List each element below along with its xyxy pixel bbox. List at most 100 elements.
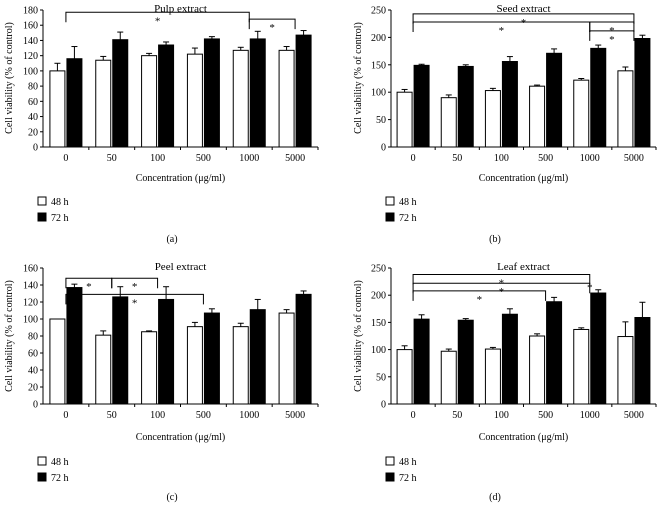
bar-48h xyxy=(440,350,457,405)
bar-48h xyxy=(573,79,590,148)
x-tick-label: 50 xyxy=(452,410,462,421)
legend-swatch-72h xyxy=(37,212,47,222)
bracket-line xyxy=(412,274,591,285)
bar-72h xyxy=(413,64,430,148)
x-tick-label: 100 xyxy=(150,410,165,421)
y-tick-label: 200 xyxy=(371,33,386,44)
bar-72h xyxy=(590,47,607,148)
legend-label: 72 h xyxy=(51,473,69,484)
legend-swatch-48h xyxy=(385,196,395,206)
y-tick-label: 0 xyxy=(381,400,386,411)
x-axis-label: Concentration (μg/ml) xyxy=(479,432,569,443)
bar-48h xyxy=(484,348,501,405)
y-tick-label: 100 xyxy=(371,88,386,99)
significance-marker: * xyxy=(499,25,505,37)
legend-label: 48 h xyxy=(51,457,69,468)
bar-72h xyxy=(295,293,312,405)
bracket-line xyxy=(248,18,296,30)
significance-bracket: * xyxy=(412,290,547,306)
significance-marker: * xyxy=(155,15,161,27)
y-axis-label: Cell viability (% of control) xyxy=(353,22,364,134)
legend-swatch-48h xyxy=(385,456,395,466)
bar-72h xyxy=(546,301,563,405)
legend-swatch-48h xyxy=(37,456,47,466)
x-tick-label: 0 xyxy=(411,410,416,421)
significance-marker: * xyxy=(609,34,615,46)
y-tick-label: 160 xyxy=(23,21,38,32)
x-tick-label: 50 xyxy=(107,410,117,421)
chart-title: Leaf extract xyxy=(497,261,550,273)
bracket-line xyxy=(589,30,635,41)
bar-48h xyxy=(617,70,634,148)
x-tick-label: 1000 xyxy=(239,410,259,421)
y-tick-label: 50 xyxy=(376,372,386,383)
x-tick-label: 5000 xyxy=(624,410,644,421)
y-tick-label: 250 xyxy=(371,264,386,275)
y-tick-label: 80 xyxy=(28,332,38,343)
x-tick-label: 0 xyxy=(63,153,68,164)
bar-48h xyxy=(141,55,158,148)
bar-72h xyxy=(295,34,312,148)
bar-72h xyxy=(158,298,175,405)
bar-48h xyxy=(278,312,295,405)
x-tick-label: 1000 xyxy=(580,410,600,421)
bar-72h xyxy=(501,61,518,148)
y-tick-label: 150 xyxy=(371,318,386,329)
significance-bracket: * xyxy=(589,30,635,46)
x-axis-label: Concentration (μg/ml) xyxy=(136,173,226,184)
bar-72h xyxy=(590,292,607,405)
legend-swatch-72h xyxy=(385,472,395,482)
legend-label: 48 h xyxy=(399,197,417,208)
bar-48h xyxy=(141,331,158,405)
y-tick-label: 250 xyxy=(371,6,386,17)
bracket-line xyxy=(111,277,159,289)
legend-swatch-72h xyxy=(385,212,395,222)
bar-48h xyxy=(232,49,249,148)
bar-48h xyxy=(396,349,413,405)
bar-48h xyxy=(95,334,112,405)
x-tick-label: 500 xyxy=(196,410,211,421)
x-tick-label: 100 xyxy=(494,410,509,421)
legend-label: 72 h xyxy=(399,473,417,484)
y-tick-label: 100 xyxy=(23,315,38,326)
bar-72h xyxy=(634,317,651,405)
y-tick-label: 120 xyxy=(23,51,38,62)
significance-bracket: * xyxy=(65,11,250,27)
significance-bracket: * xyxy=(111,277,159,293)
x-tick-label: 500 xyxy=(538,153,553,164)
y-tick-label: 40 xyxy=(28,366,38,377)
panel-label: (c) xyxy=(166,492,177,503)
bracket-line xyxy=(412,282,591,294)
bar-72h xyxy=(66,287,83,405)
chart-title: Pulp extract xyxy=(154,3,207,15)
y-tick-label: 50 xyxy=(376,115,386,126)
x-tick-label: 50 xyxy=(107,153,117,164)
chart-panel-4: Leaf extract 0 50 100 150 200 250 Cell viabilit… xyxy=(353,261,657,503)
significance-marker: * xyxy=(587,282,593,294)
y-axis-label: Cell viability (% of control) xyxy=(353,280,364,392)
panel-label: (b) xyxy=(489,234,501,245)
y-tick-label: 120 xyxy=(23,298,38,309)
y-tick-label: 0 xyxy=(381,143,386,154)
significance-bracket: * xyxy=(412,13,635,29)
x-tick-label: 500 xyxy=(538,410,553,421)
x-tick-label: 0 xyxy=(411,153,416,164)
bar-72h xyxy=(158,44,175,148)
x-axis-label: Concentration (μg/ml) xyxy=(479,173,569,184)
y-tick-label: 40 xyxy=(28,112,38,123)
bar-48h xyxy=(278,49,295,148)
significance-marker: * xyxy=(477,294,483,306)
x-tick-label: 5000 xyxy=(285,410,305,421)
significance-marker: * xyxy=(132,281,138,293)
bracket-line xyxy=(412,290,547,301)
x-tick-label: 5000 xyxy=(624,153,644,164)
bar-72h xyxy=(457,319,474,405)
bar-48h xyxy=(186,326,203,405)
y-tick-label: 150 xyxy=(371,60,386,71)
significance-marker: * xyxy=(132,297,138,309)
y-tick-label: 140 xyxy=(23,36,38,47)
x-tick-label: 5000 xyxy=(285,153,305,164)
legend-label: 72 h xyxy=(51,213,69,224)
legend-swatch-72h xyxy=(37,472,47,482)
bar-48h xyxy=(617,336,634,405)
